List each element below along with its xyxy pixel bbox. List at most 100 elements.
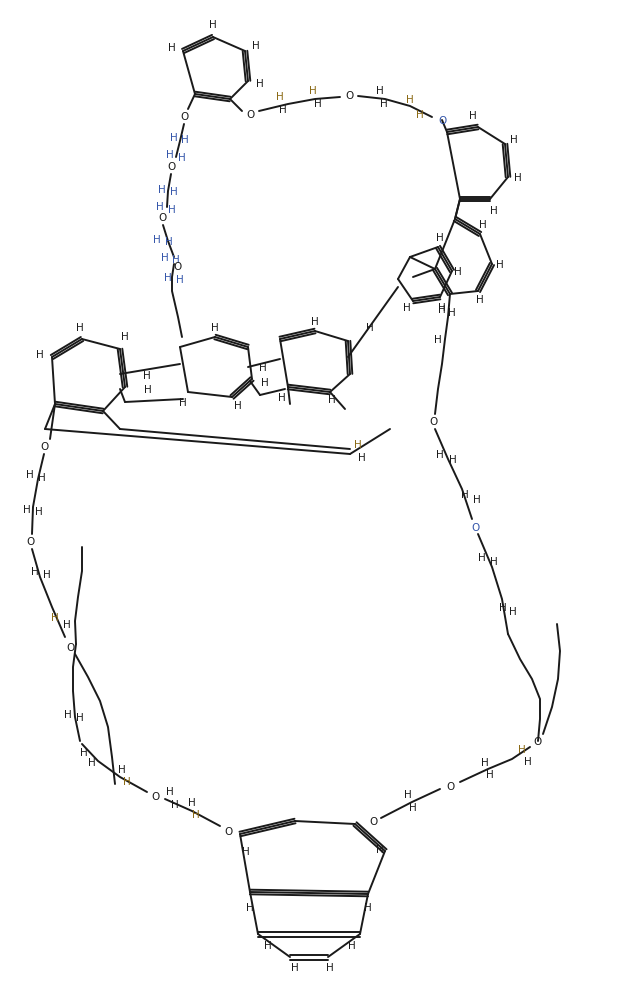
- Text: H: H: [209, 20, 217, 30]
- Text: H: H: [36, 350, 44, 360]
- Text: H: H: [348, 940, 356, 951]
- Text: H: H: [252, 41, 260, 51]
- Text: O: O: [438, 116, 446, 126]
- Text: H: H: [166, 786, 174, 796]
- Text: H: H: [64, 709, 72, 719]
- Text: H: H: [246, 902, 254, 912]
- Text: H: H: [259, 363, 267, 373]
- Text: H: H: [309, 86, 317, 96]
- Text: H: H: [364, 902, 372, 912]
- Text: H: H: [80, 747, 88, 757]
- Text: H: H: [291, 962, 299, 972]
- Text: H: H: [123, 776, 131, 786]
- Text: H: H: [143, 371, 151, 381]
- Text: H: H: [510, 135, 518, 145]
- Text: H: H: [179, 397, 187, 407]
- Text: O: O: [66, 642, 74, 653]
- Text: H: H: [31, 566, 39, 577]
- Text: H: H: [476, 295, 484, 305]
- Text: H: H: [354, 440, 362, 450]
- Text: H: H: [118, 764, 126, 774]
- Text: H: H: [156, 202, 164, 212]
- Text: H: H: [166, 150, 174, 160]
- Text: H: H: [404, 789, 412, 800]
- Text: H: H: [490, 556, 498, 566]
- Text: H: H: [481, 757, 489, 767]
- Text: O: O: [446, 781, 454, 791]
- Text: H: H: [88, 757, 96, 767]
- Text: H: H: [479, 220, 487, 230]
- Text: O: O: [534, 737, 542, 746]
- Text: H: H: [264, 940, 272, 951]
- Text: H: H: [172, 254, 180, 264]
- Text: H: H: [326, 962, 334, 972]
- Text: H: H: [170, 186, 178, 197]
- Text: H: H: [486, 769, 494, 779]
- Text: H: H: [121, 331, 129, 342]
- Text: H: H: [376, 86, 384, 96]
- Text: O: O: [369, 816, 377, 826]
- Text: O: O: [180, 111, 188, 122]
- Text: O: O: [471, 523, 479, 532]
- Text: H: H: [496, 259, 504, 270]
- Text: H: H: [409, 803, 417, 812]
- Text: O: O: [26, 536, 34, 546]
- Text: H: H: [438, 303, 446, 313]
- Text: O: O: [151, 791, 159, 802]
- Text: H: H: [436, 450, 444, 459]
- Text: H: H: [434, 334, 442, 345]
- Text: H: H: [256, 79, 264, 89]
- Text: O: O: [158, 213, 166, 223]
- Text: H: H: [406, 95, 414, 105]
- Text: H: H: [153, 235, 161, 245]
- Text: H: H: [490, 206, 498, 216]
- Text: H: H: [188, 798, 196, 808]
- Text: H: H: [211, 322, 219, 332]
- Text: H: H: [311, 317, 319, 326]
- Text: H: H: [35, 507, 43, 517]
- Text: H: H: [176, 275, 184, 285]
- Text: O: O: [40, 442, 48, 452]
- Text: H: H: [168, 205, 176, 215]
- Text: H: H: [436, 233, 444, 243]
- Text: H: H: [170, 133, 178, 143]
- Text: H: H: [26, 469, 34, 479]
- Text: H: H: [161, 252, 169, 262]
- Text: H: H: [448, 308, 456, 317]
- Text: O: O: [224, 826, 232, 836]
- Text: H: H: [164, 273, 172, 283]
- Text: H: H: [454, 267, 462, 277]
- Text: H: H: [449, 455, 457, 464]
- Text: H: H: [473, 495, 481, 505]
- Text: H: H: [358, 453, 366, 462]
- Text: H: H: [51, 612, 59, 622]
- Text: H: H: [509, 606, 517, 616]
- Text: H: H: [524, 756, 532, 766]
- Text: H: H: [278, 392, 286, 402]
- Text: H: H: [76, 322, 84, 332]
- Text: H: H: [518, 744, 526, 754]
- Text: H: H: [380, 99, 388, 108]
- Text: H: H: [158, 184, 166, 195]
- Text: H: H: [499, 602, 507, 612]
- Text: O: O: [173, 261, 181, 272]
- Text: H: H: [403, 303, 411, 313]
- Text: H: H: [242, 846, 250, 856]
- Text: H: H: [76, 712, 84, 723]
- Text: H: H: [234, 400, 242, 410]
- Text: H: H: [38, 472, 46, 482]
- Text: H: H: [171, 800, 179, 810]
- Text: H: H: [43, 570, 51, 580]
- Text: H: H: [144, 385, 152, 394]
- Text: H: H: [314, 99, 322, 108]
- Text: H: H: [261, 378, 269, 387]
- Text: H: H: [376, 844, 384, 854]
- Text: H: H: [366, 322, 374, 332]
- Text: H: H: [178, 153, 186, 163]
- Text: O: O: [429, 416, 437, 427]
- Text: O: O: [246, 109, 254, 120]
- Text: H: H: [63, 619, 71, 629]
- Text: H: H: [514, 173, 522, 182]
- Text: O: O: [345, 91, 353, 101]
- Text: H: H: [165, 237, 173, 246]
